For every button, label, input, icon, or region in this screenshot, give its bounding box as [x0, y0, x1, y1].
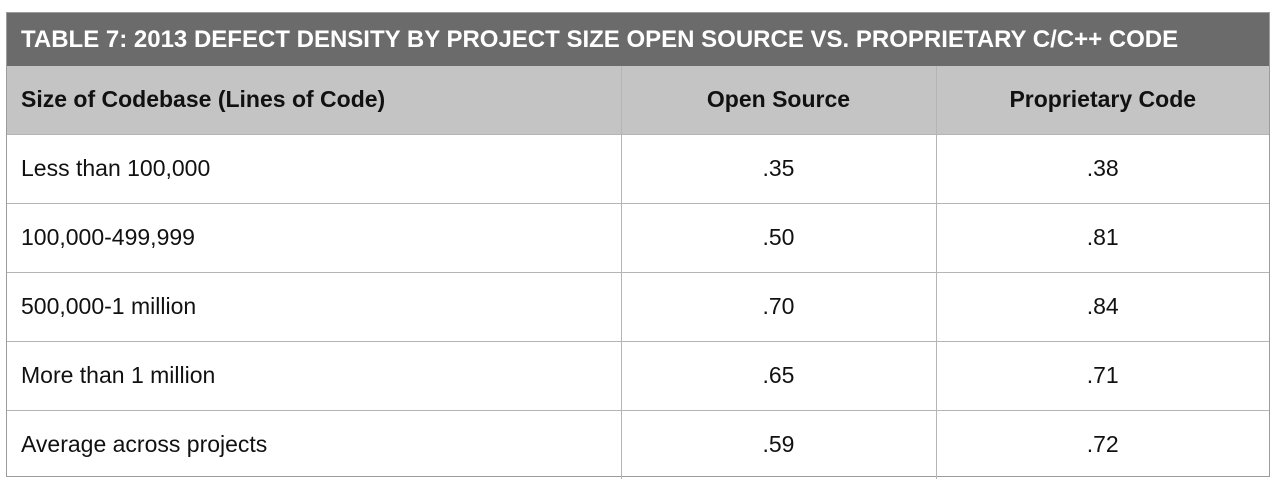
cell-open-source: .65 [621, 341, 937, 411]
cell-proprietary: .81 [936, 203, 1269, 273]
table-row: More than 1 million .65 .71 [7, 341, 1269, 411]
cell-open-source: .35 [621, 134, 937, 204]
table-row: 100,000-499,999 .50 .81 [7, 203, 1269, 273]
header-open-source: Open Source [621, 66, 937, 135]
header-size-of-codebase: Size of Codebase (Lines of Code) [7, 66, 622, 135]
cell-proprietary: .71 [936, 341, 1269, 411]
table-header-row: Size of Codebase (Lines of Code) Open So… [7, 66, 1269, 135]
cell-open-source: .50 [621, 203, 937, 273]
cell-proprietary: .38 [936, 134, 1269, 204]
cell-open-source: .59 [621, 410, 937, 479]
defect-density-table-container: TABLE 7: 2013 DEFECT DENSITY BY PROJECT … [6, 12, 1270, 479]
table-row: Less than 100,000 .35 .38 [7, 134, 1269, 204]
cell-size: 500,000-1 million [7, 272, 622, 342]
table-row: 500,000-1 million .70 .84 [7, 272, 1269, 342]
cell-size: 100,000-499,999 [7, 203, 622, 273]
cell-size: Average across projects [7, 410, 622, 479]
cell-size: More than 1 million [7, 341, 622, 411]
defect-density-table: Size of Codebase (Lines of Code) Open So… [7, 66, 1269, 479]
cell-proprietary: .72 [1086, 431, 1119, 458]
cell-size: Less than 100,000 [7, 134, 622, 204]
cell-proprietary: .84 [936, 272, 1269, 342]
table-row: Average across projects .59 .72 [7, 410, 1269, 479]
cell-open-source: .70 [621, 272, 937, 342]
header-proprietary-code: Proprietary Code [936, 66, 1269, 135]
table-title: TABLE 7: 2013 DEFECT DENSITY BY PROJECT … [7, 13, 1269, 66]
